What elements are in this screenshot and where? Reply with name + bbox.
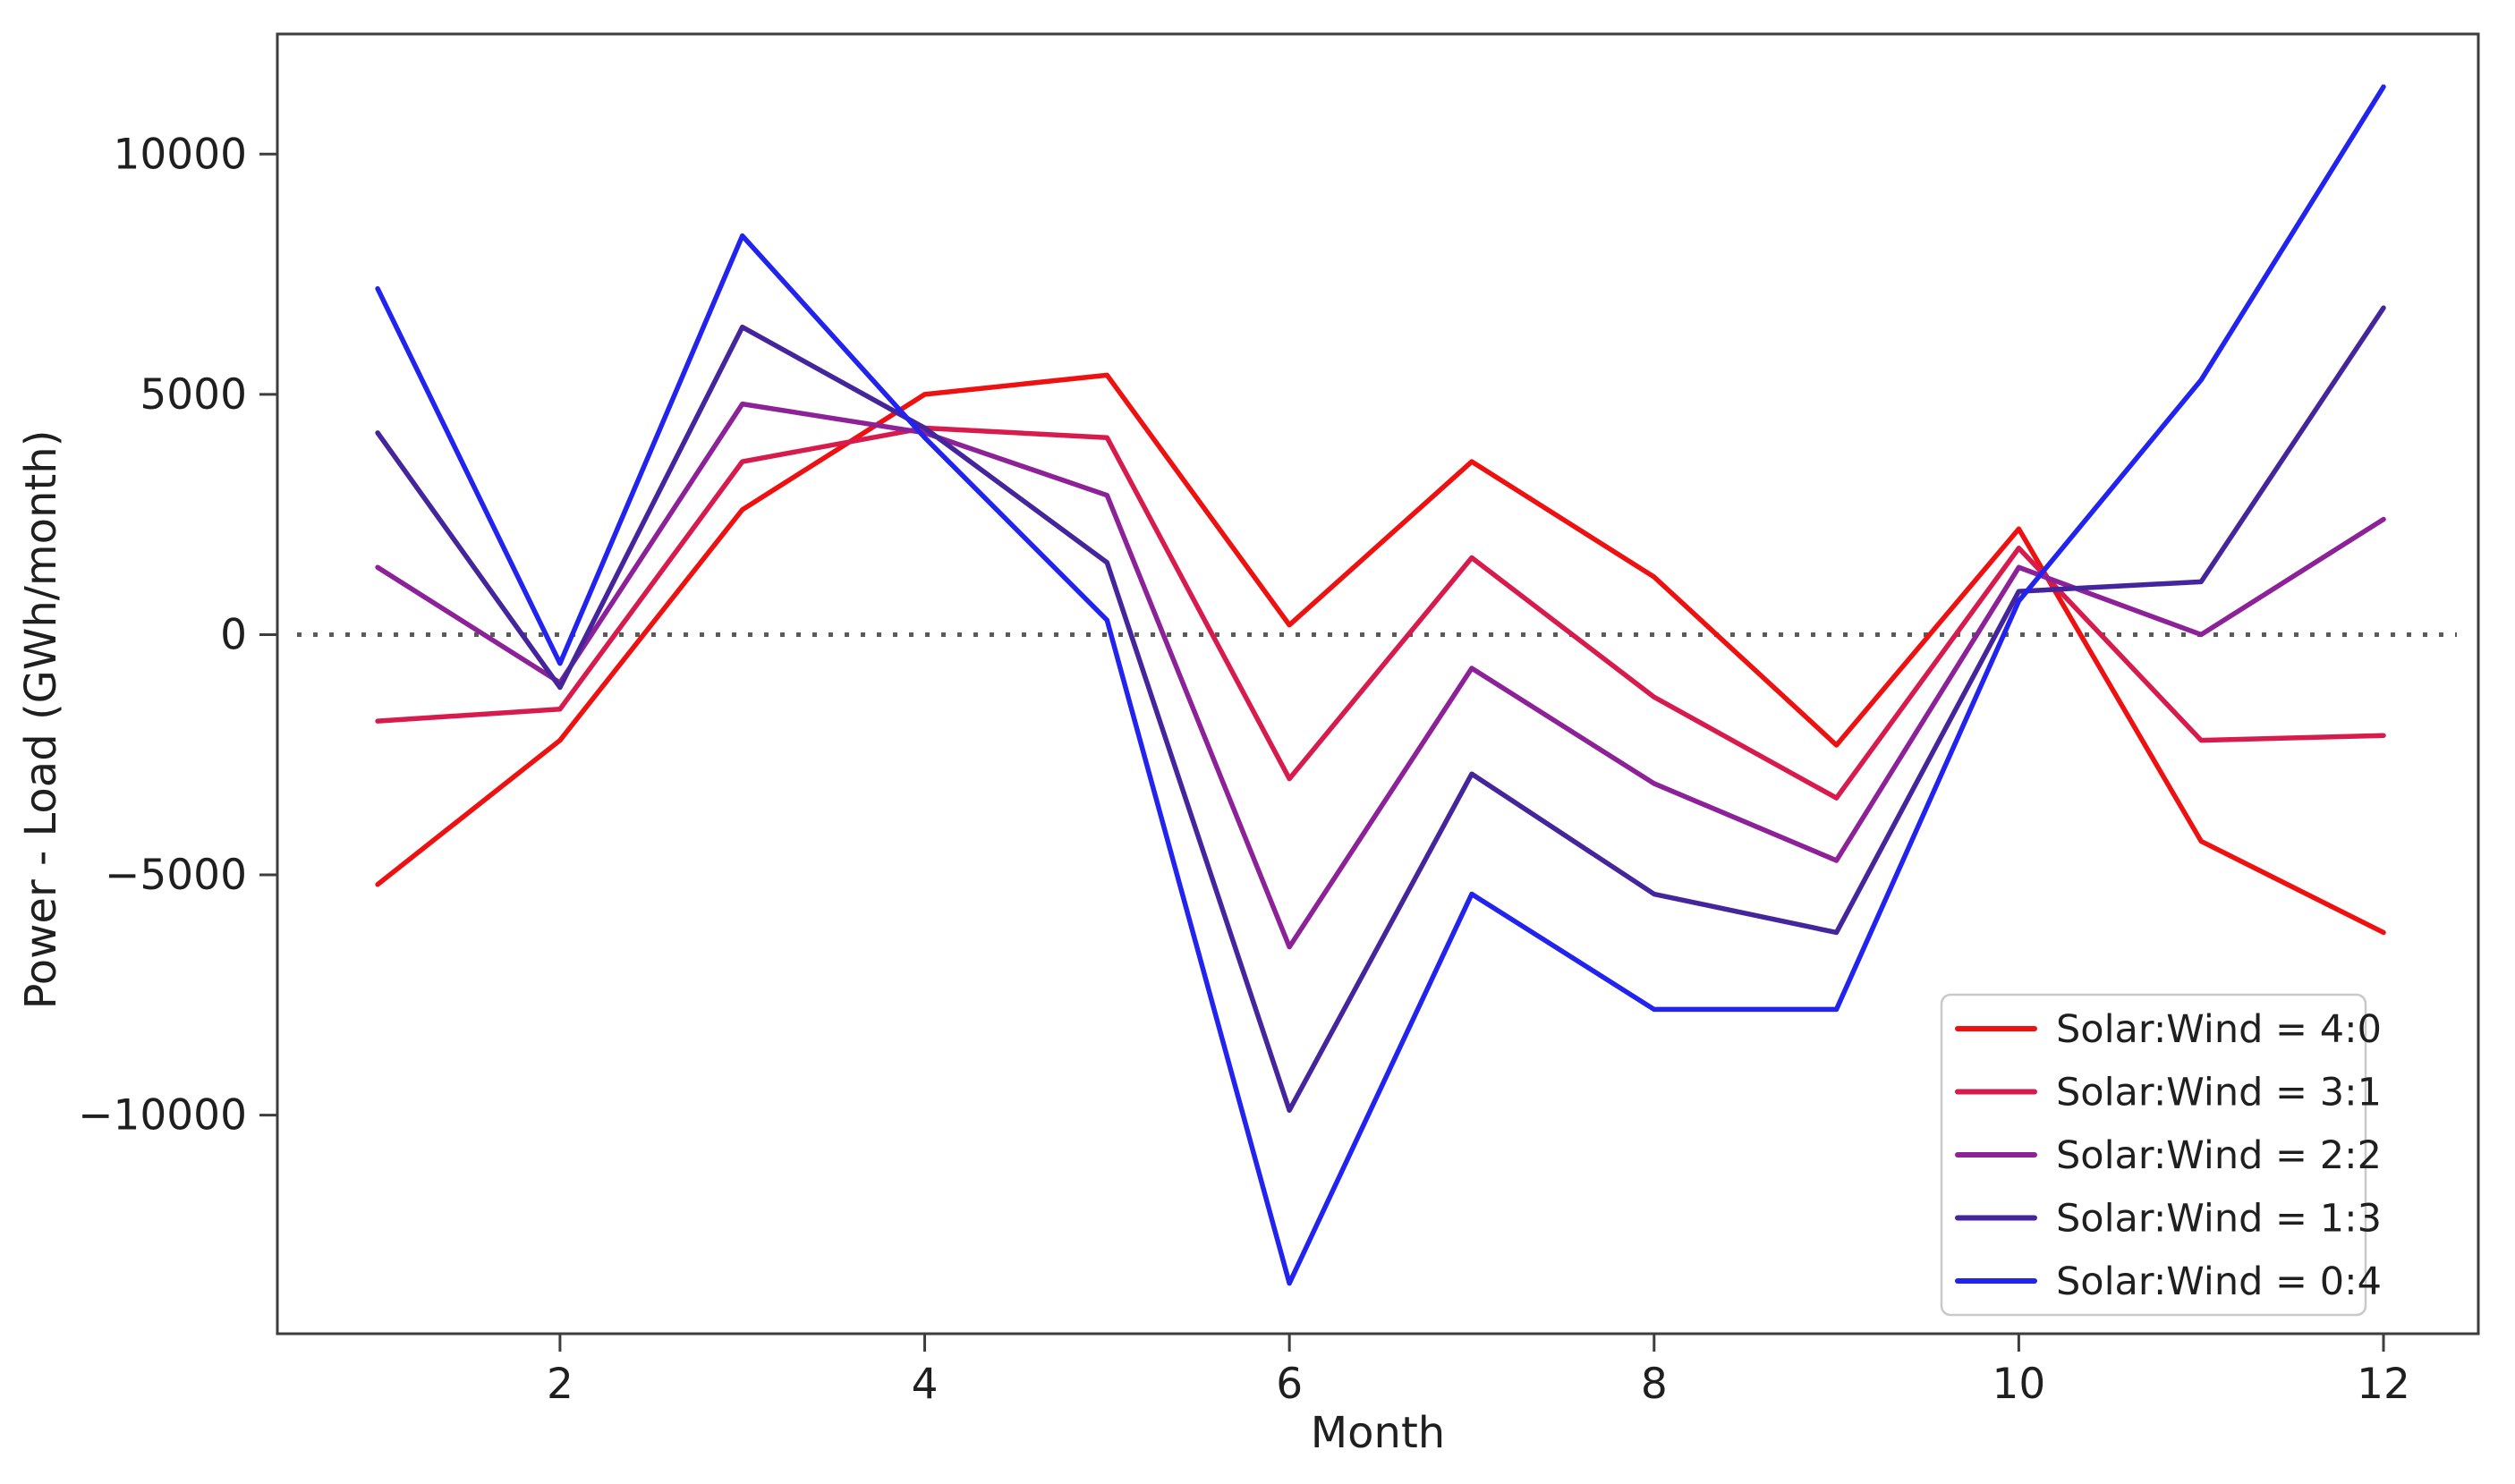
y-tick-label: −10000	[78, 1091, 247, 1141]
series-line--2-2	[375, 401, 2386, 950]
series-line--4-0	[375, 372, 2386, 936]
series-line--0-4	[375, 84, 2386, 1286]
plot-frame	[276, 32, 2480, 1336]
x-tick-label: 10	[1992, 1360, 2045, 1409]
y-tick-label: 5000	[140, 370, 247, 420]
y-tick-label: 0	[220, 610, 247, 659]
series-line--1-3	[375, 305, 2386, 1113]
x-tick-label: 4	[912, 1360, 939, 1409]
x-tick-label: 8	[1641, 1360, 1668, 1409]
legend-label: Solar:Wind = 0:4	[2056, 1259, 2382, 1304]
legend-label: Solar:Wind = 4:0	[2056, 1007, 2382, 1052]
y-axis-label: Power - Load (GWh/month)	[16, 430, 66, 1010]
x-tick-label: 2	[547, 1360, 574, 1409]
series-line--3-1	[375, 425, 2386, 801]
x-axis-label: Month	[1311, 1408, 1445, 1458]
legend-box	[1940, 993, 2367, 1317]
legend-label: Solar:Wind = 1:3	[2056, 1197, 2382, 1242]
y-tick-label: −5000	[105, 851, 247, 900]
legend-label: Solar:Wind = 2:2	[2056, 1133, 2382, 1178]
x-tick-label: 6	[1276, 1360, 1303, 1409]
y-tick-label: 10000	[113, 130, 247, 179]
legend-label: Solar:Wind = 3:1	[2056, 1071, 2382, 1115]
x-tick-label: 12	[2357, 1360, 2410, 1409]
